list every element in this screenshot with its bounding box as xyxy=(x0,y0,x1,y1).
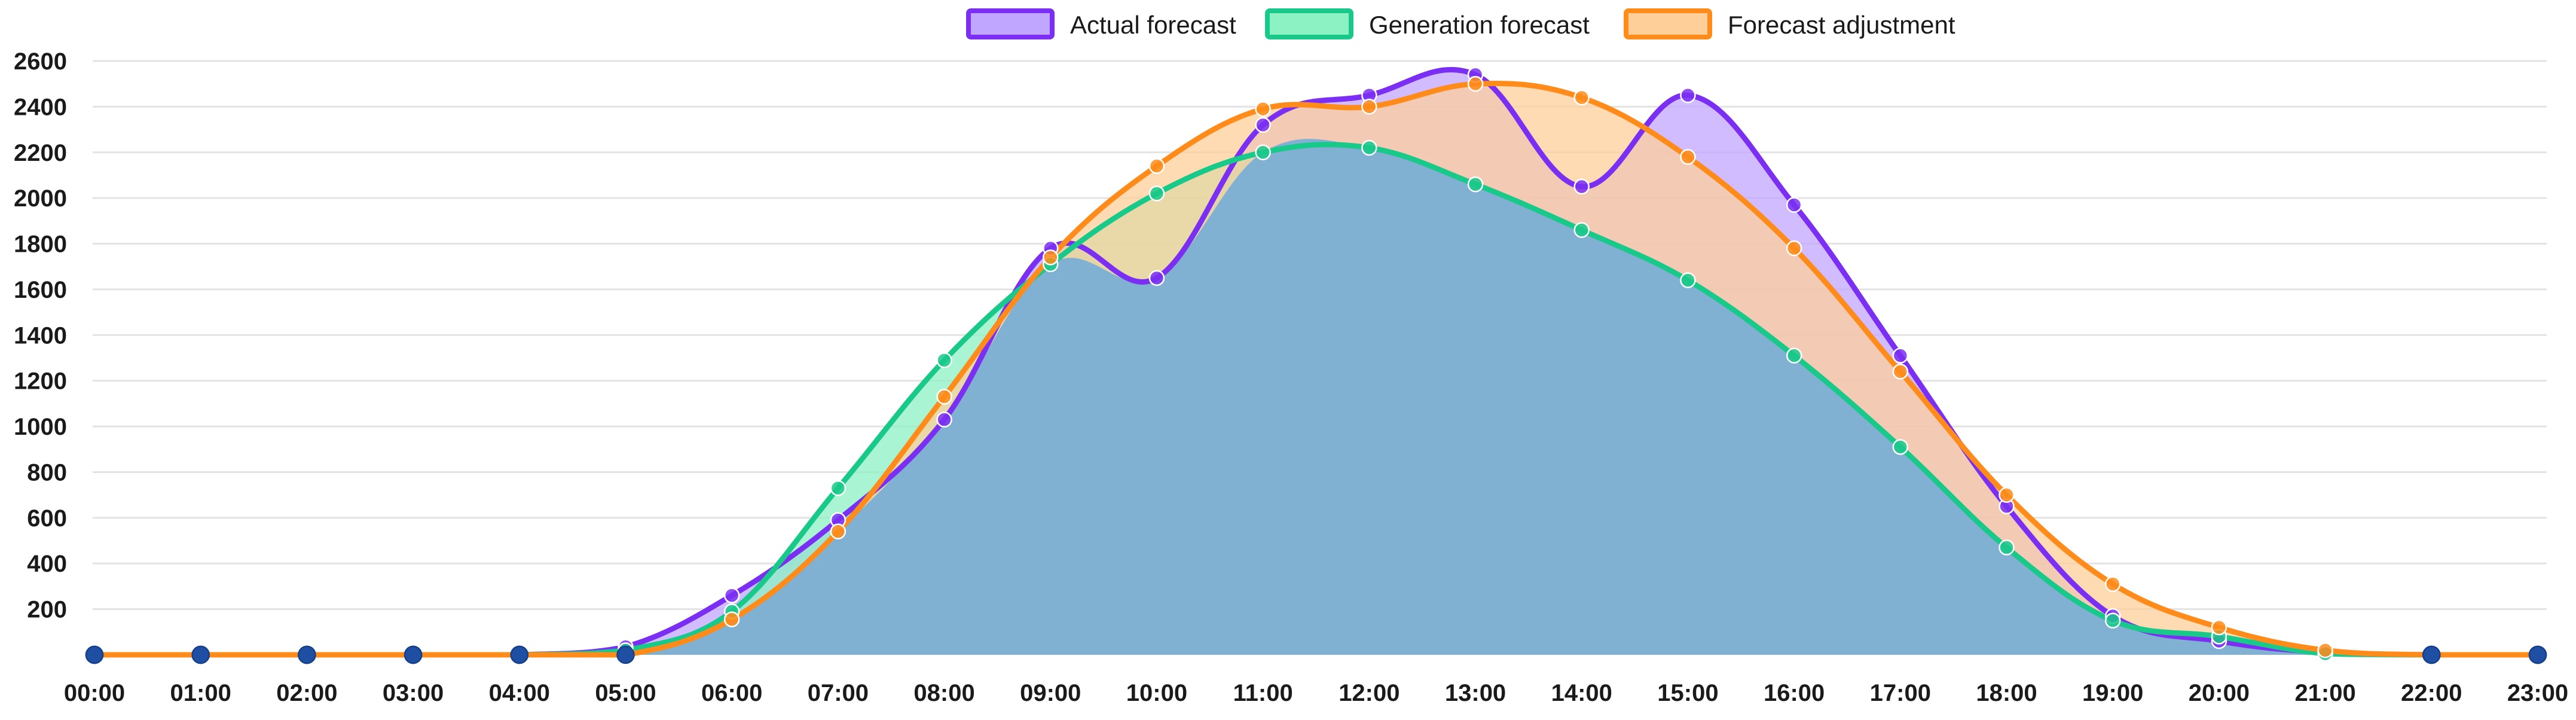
x-tick-label: 07:00 xyxy=(808,680,869,706)
point-actual-forecast xyxy=(1255,117,1271,133)
point-generation-forecast xyxy=(1255,144,1271,161)
point-forecast-adjustment xyxy=(85,645,104,664)
x-tick-label: 23:00 xyxy=(2507,680,2568,706)
legend-swatch xyxy=(1265,8,1353,39)
y-tick-label: 2200 xyxy=(14,140,67,166)
point-generation-forecast xyxy=(830,480,847,496)
point-generation-forecast xyxy=(1680,272,1696,288)
x-tick-label: 15:00 xyxy=(1657,680,1718,706)
legend-label: Actual forecast xyxy=(1070,11,1236,39)
y-axis-tick-labels: 200 400 600 800 1000 1200 1400 1600 1800 2000 2200… xyxy=(14,48,67,623)
x-tick-label: 02:00 xyxy=(276,680,337,706)
legend[interactable]: Actual forecast Generation forecast Foreca… xyxy=(966,8,1955,39)
point-forecast-adjustment xyxy=(510,645,529,664)
x-axis-tick-labels: 00:00 01:00 02:00 03:00 04:00 05:00 06:00 07:00… xyxy=(64,680,2568,706)
y-tick-label: 1200 xyxy=(14,368,67,395)
x-tick-label: 05:00 xyxy=(595,680,656,706)
point-generation-forecast xyxy=(936,352,952,368)
point-forecast-adjustment xyxy=(404,645,423,664)
x-tick-label: 10:00 xyxy=(1126,680,1187,706)
point-forecast-adjustment xyxy=(1786,240,1802,257)
x-tick-label: 17:00 xyxy=(1870,680,1931,706)
y-tick-label: 1800 xyxy=(14,231,67,258)
point-actual-forecast xyxy=(1148,270,1165,286)
point-actual-forecast xyxy=(1786,197,1802,213)
point-forecast-adjustment xyxy=(2528,645,2547,664)
point-forecast-adjustment xyxy=(723,611,740,628)
point-forecast-adjustment xyxy=(1255,100,1271,117)
x-tick-label: 13:00 xyxy=(1445,680,1506,706)
legend-item-generation-forecast[interactable]: Generation forecast xyxy=(1265,8,1590,39)
point-forecast-adjustment xyxy=(2211,619,2227,636)
point-forecast-adjustment xyxy=(936,389,952,405)
x-tick-label: 14:00 xyxy=(1551,680,1612,706)
area-common-overlap xyxy=(94,139,2538,655)
point-forecast-adjustment xyxy=(1467,75,1484,92)
y-tick-label: 2600 xyxy=(14,48,67,75)
point-actual-forecast xyxy=(1680,87,1696,103)
x-tick-label: 22:00 xyxy=(2401,680,2462,706)
x-tick-label: 20:00 xyxy=(2189,680,2250,706)
point-generation-forecast xyxy=(2104,612,2121,629)
point-forecast-adjustment xyxy=(1361,99,1377,115)
point-forecast-adjustment xyxy=(2317,642,2333,658)
point-generation-forecast xyxy=(1467,176,1484,193)
point-actual-forecast xyxy=(1573,178,1590,195)
point-generation-forecast xyxy=(1361,139,1377,156)
point-forecast-adjustment xyxy=(830,523,847,540)
point-actual-forecast xyxy=(723,587,740,603)
point-forecast-adjustment xyxy=(2422,645,2441,664)
y-tick-label: 800 xyxy=(27,459,67,486)
legend-swatch xyxy=(1624,8,1712,39)
point-forecast-adjustment xyxy=(1999,487,2015,503)
legend-swatch xyxy=(966,8,1055,39)
y-tick-label: 1600 xyxy=(14,277,67,303)
y-tick-label: 400 xyxy=(27,551,67,577)
x-tick-label: 19:00 xyxy=(2082,680,2143,706)
legend-label: Forecast adjustment xyxy=(1728,11,1955,39)
point-generation-forecast xyxy=(1892,439,1909,455)
series-points xyxy=(85,66,2547,664)
point-forecast-adjustment xyxy=(298,645,316,664)
y-tick-label: 2400 xyxy=(14,94,67,120)
y-tick-label: 1400 xyxy=(14,322,67,349)
x-tick-label: 09:00 xyxy=(1020,680,1081,706)
point-forecast-adjustment xyxy=(1043,249,1059,266)
point-actual-forecast xyxy=(936,411,952,428)
point-forecast-adjustment xyxy=(1892,364,1909,380)
y-tick-label: 200 xyxy=(27,597,67,623)
x-tick-label: 12:00 xyxy=(1339,680,1399,706)
point-forecast-adjustment xyxy=(1680,149,1696,165)
point-generation-forecast xyxy=(1573,222,1590,238)
x-tick-label: 21:00 xyxy=(2294,680,2355,706)
point-forecast-adjustment xyxy=(2104,576,2121,592)
point-generation-forecast xyxy=(1148,185,1165,202)
point-generation-forecast xyxy=(1999,539,2015,556)
point-forecast-adjustment xyxy=(191,645,210,664)
x-tick-label: 08:00 xyxy=(913,680,974,706)
legend-item-actual-forecast[interactable]: Actual forecast xyxy=(966,8,1236,39)
x-tick-label: 16:00 xyxy=(1764,680,1825,706)
x-tick-label: 18:00 xyxy=(1976,680,2037,706)
series-areas xyxy=(94,69,2538,655)
point-forecast-adjustment xyxy=(1148,158,1165,174)
x-tick-label: 00:00 xyxy=(64,680,125,706)
x-tick-label: 11:00 xyxy=(1233,680,1293,706)
legend-label: Generation forecast xyxy=(1369,11,1590,39)
y-tick-label: 600 xyxy=(27,505,67,532)
point-generation-forecast xyxy=(1786,347,1802,364)
legend-item-forecast-adjustment[interactable]: Forecast adjustment xyxy=(1624,8,1955,39)
point-forecast-adjustment xyxy=(1573,89,1590,106)
y-tick-label: 1000 xyxy=(14,414,67,440)
x-tick-label: 06:00 xyxy=(701,680,762,706)
point-actual-forecast xyxy=(1892,347,1909,364)
x-tick-label: 04:00 xyxy=(489,680,550,706)
x-tick-label: 01:00 xyxy=(170,680,231,706)
x-tick-label: 03:00 xyxy=(383,680,444,706)
point-forecast-adjustment xyxy=(616,645,635,664)
y-tick-label: 2000 xyxy=(14,185,67,212)
